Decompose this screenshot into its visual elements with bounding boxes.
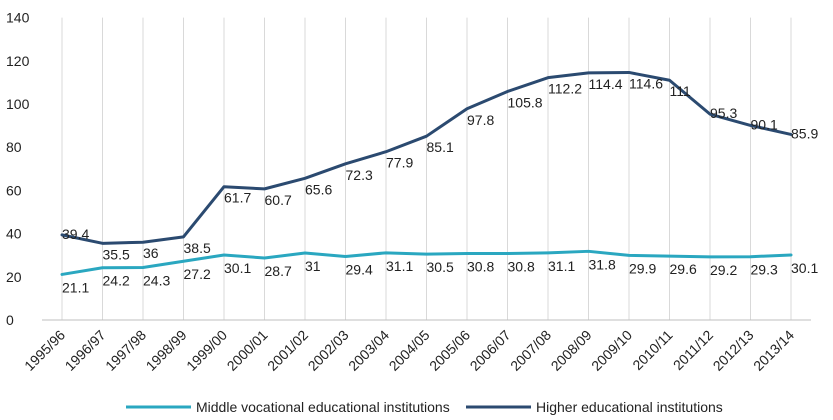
x-tick-1999-00: 1999/00: [183, 327, 230, 374]
x-tick-2004-05: 2004/05: [386, 327, 433, 374]
data-label-middle-vocational-educational-institutions-2003-04: 31.1: [386, 258, 413, 274]
x-tick-2010-11: 2010/11: [629, 327, 676, 374]
data-label-middle-vocational-educational-institutions-2010-11: 29.6: [670, 261, 697, 277]
data-label-higher-educational-institutions-1996-97: 35.5: [103, 246, 130, 262]
x-tick-2005-06: 2005/06: [426, 327, 473, 374]
data-label-higher-educational-institutions-2006-07: 105.8: [508, 94, 543, 110]
data-label-higher-educational-institutions-2003-04: 77.9: [386, 155, 413, 171]
x-axis-ticks: 1995/961996/971997/981998/991999/002000/…: [21, 327, 797, 374]
data-label-middle-vocational-educational-institutions-2000-01: 28.7: [265, 263, 292, 279]
x-tick-2011-12: 2011/12: [670, 327, 717, 374]
legend-label-higher: Higher educational institutions: [536, 399, 723, 415]
x-tick-1997-98: 1997/98: [102, 327, 149, 374]
x-tick-2003-04: 2003/04: [345, 327, 392, 374]
y-tick-100: 100: [6, 96, 30, 112]
x-tick-2013-14: 2013/14: [750, 327, 797, 374]
y-tick-80: 80: [6, 139, 22, 155]
y-tick-60: 60: [6, 182, 22, 198]
y-tick-20: 20: [6, 269, 22, 285]
data-label-higher-educational-institutions-1997-98: 36: [143, 245, 159, 261]
y-tick-140: 140: [6, 10, 30, 26]
x-tick-2008-09: 2008/09: [548, 327, 595, 374]
data-label-higher-educational-institutions-2001-02: 65.6: [305, 181, 332, 197]
x-tick-2006-07: 2006/07: [467, 327, 514, 374]
data-label-higher-educational-institutions-1999-00: 61.7: [224, 190, 251, 206]
data-label-higher-educational-institutions-2000-01: 60.7: [265, 192, 292, 208]
data-label-middle-vocational-educational-institutions-2012-13: 29.3: [751, 262, 778, 278]
x-tick-2002-03: 2002/03: [305, 327, 352, 374]
x-tick-1996-97: 1996/97: [62, 327, 109, 374]
data-label-higher-educational-institutions-2005-06: 97.8: [467, 112, 494, 128]
x-tick-1998-99: 1998/99: [143, 327, 190, 374]
data-labels: 21.1 24.2 24.3 27.2 30.1 28.7 31 29.4 31.1 30.5 30…: [62, 75, 818, 295]
series-lines: [60, 70, 793, 276]
data-label-higher-educational-institutions-2007-08: 112.2: [548, 81, 582, 97]
data-label-higher-educational-institutions-1998-99: 38.5: [184, 240, 211, 256]
data-label-middle-vocational-educational-institutions-1999-00: 30.1: [224, 260, 251, 276]
data-label-higher-educational-institutions-1995-96: 39.4: [62, 226, 89, 242]
data-label-higher-educational-institutions-2010-11: 111: [670, 83, 691, 99]
data-label-middle-vocational-educational-institutions-2004-05: 30.5: [427, 259, 454, 275]
data-label-middle-vocational-educational-institutions-2005-06: 30.8: [467, 258, 494, 274]
data-label-middle-vocational-educational-institutions-2007-08: 31.1: [548, 258, 575, 274]
data-label-middle-vocational-educational-institutions-1996-97: 24.2: [103, 273, 130, 289]
data-label-middle-vocational-educational-institutions-2013-14: 30.1: [791, 260, 818, 276]
x-tick-2012-13: 2012/13: [710, 327, 757, 374]
data-label-middle-vocational-educational-institutions-2001-02: 31: [305, 258, 321, 274]
data-label-middle-vocational-educational-institutions-2011-12: 29.2: [710, 262, 737, 278]
grid-lines: [61, 17, 792, 320]
legend-label-middle-vocational: Middle vocational educational institutio…: [196, 399, 450, 415]
y-axis-ticks: 0 20 40 60 80 100 120 140: [6, 10, 30, 328]
y-tick-0: 0: [6, 312, 14, 328]
data-label-higher-educational-institutions-2004-05: 85.1: [427, 139, 454, 155]
x-tick-2007-08: 2007/08: [507, 327, 554, 374]
data-label-middle-vocational-educational-institutions-2006-07: 30.8: [508, 258, 535, 274]
data-label-middle-vocational-educational-institutions-1997-98: 24.3: [143, 273, 170, 289]
data-label-middle-vocational-educational-institutions-2002-03: 29.4: [346, 261, 373, 277]
x-tick-1995-96: 1995/96: [21, 327, 68, 374]
data-label-higher-educational-institutions-2009-10: 114.6: [629, 75, 663, 91]
x-tick-2001-02: 2001/02: [264, 327, 311, 374]
data-label-higher-educational-institutions-2012-13: 90.1: [751, 116, 778, 132]
data-label-middle-vocational-educational-institutions-2008-09: 31.8: [589, 256, 616, 272]
data-label-higher-educational-institutions-2002-03: 72.3: [346, 167, 373, 183]
data-label-higher-educational-institutions-2011-12: 95.3: [710, 105, 737, 121]
data-label-middle-vocational-educational-institutions-2009-10: 29.9: [629, 260, 656, 276]
legend: Middle vocational educational institutio…: [126, 399, 723, 415]
x-tick-2000-01: 2000/01: [224, 327, 271, 374]
x-tick-2009-10: 2009/10: [588, 327, 635, 374]
y-tick-120: 120: [6, 53, 30, 69]
y-tick-40: 40: [6, 226, 22, 242]
data-label-higher-educational-institutions-2013-14: 85.9: [791, 125, 818, 141]
data-label-middle-vocational-educational-institutions-1998-99: 27.2: [184, 266, 211, 282]
data-label-higher-educational-institutions-2008-09: 114.4: [589, 76, 623, 92]
data-label-middle-vocational-educational-institutions-1995-96: 21.1: [62, 279, 89, 295]
